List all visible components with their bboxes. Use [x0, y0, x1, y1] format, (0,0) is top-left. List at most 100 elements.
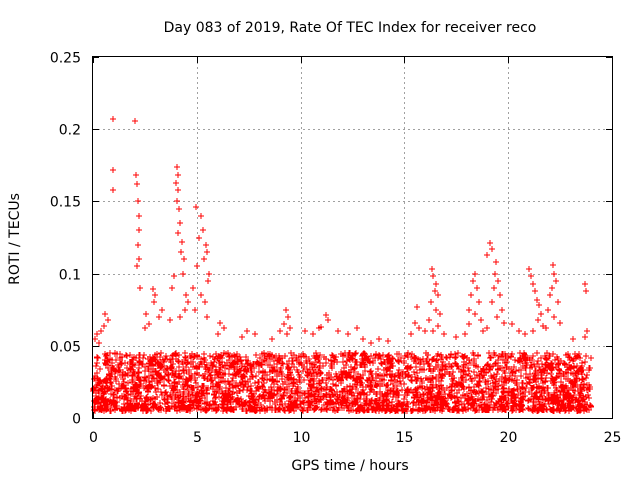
data-point-dense: [102, 389, 108, 395]
data-point-dense: [386, 356, 392, 362]
data-point-dense: [576, 368, 582, 374]
data-point: [530, 328, 536, 334]
data-point-dense: [156, 407, 162, 413]
data-point-dense: [154, 351, 160, 357]
data-point: [453, 334, 459, 340]
data-point-dense: [226, 357, 232, 363]
data-point-dense: [195, 384, 201, 390]
data-point-dense: [506, 386, 512, 392]
data-point: [416, 325, 422, 331]
data-point: [202, 299, 208, 305]
data-point-dense: [512, 394, 518, 400]
x-tick-label: 5: [193, 430, 202, 446]
data-point-dense: [168, 365, 174, 371]
data-point-dense: [214, 372, 220, 378]
data-point-dense: [556, 407, 562, 413]
data-point-dense: [353, 350, 359, 356]
data-point-dense: [557, 408, 563, 414]
data-point: [550, 262, 556, 268]
data-point-dense: [501, 389, 507, 395]
data-point-dense: [433, 376, 439, 382]
data-point-dense: [518, 401, 524, 407]
data-point: [535, 317, 541, 323]
data-point-dense: [395, 372, 401, 378]
data-point: [152, 292, 158, 298]
data-point-dense: [387, 371, 393, 377]
data-point: [432, 288, 438, 294]
data-point-dense: [255, 379, 261, 385]
data-point-dense: [352, 365, 358, 371]
data-point-dense: [267, 369, 273, 375]
data-point-dense: [253, 352, 259, 358]
data-point-dense: [316, 356, 322, 362]
data-point-dense: [117, 351, 123, 357]
data-point: [200, 227, 206, 233]
data-point-dense: [147, 382, 153, 388]
data-point-dense: [115, 368, 121, 374]
data-point-dense: [97, 366, 103, 372]
data-point-dense: [123, 352, 129, 358]
data-point-dense: [229, 391, 235, 397]
data-point-dense: [390, 381, 396, 387]
data-point: [484, 325, 490, 331]
data-point-dense: [526, 397, 532, 403]
data-point-dense: [180, 394, 186, 400]
data-point-dense: [124, 365, 130, 371]
data-point-dense: [368, 386, 374, 392]
data-point-dense: [273, 353, 279, 359]
data-point-dense: [500, 351, 506, 357]
data-point-dense: [472, 375, 478, 381]
data-point-dense: [330, 377, 336, 383]
data-point-dense: [508, 353, 514, 359]
data-point-dense: [420, 391, 426, 397]
data-point-dense: [448, 352, 454, 358]
data-point-dense: [104, 352, 110, 358]
data-point: [430, 273, 436, 279]
data-point-dense: [381, 377, 387, 383]
data-point-dense: [125, 370, 131, 376]
data-point-dense: [518, 367, 524, 373]
data-point-dense: [484, 362, 490, 368]
data-point: [206, 271, 212, 277]
data-point-dense: [304, 360, 310, 366]
data-point-dense: [580, 376, 586, 382]
data-point-dense: [131, 354, 137, 360]
data-point-dense: [122, 394, 128, 400]
data-point-dense: [112, 406, 118, 412]
data-point-dense: [531, 377, 537, 383]
data-point-dense: [443, 400, 449, 406]
data-point-dense: [296, 372, 302, 378]
data-point-dense: [423, 358, 429, 364]
data-point-dense: [157, 377, 163, 383]
data-point-dense: [508, 405, 514, 411]
data-point-dense: [286, 395, 292, 401]
data-point-dense: [172, 371, 178, 377]
data-point: [183, 292, 189, 298]
data-point-dense: [279, 396, 285, 402]
data-point-dense: [452, 351, 458, 357]
data-point: [522, 331, 528, 337]
data-point-dense: [165, 400, 171, 406]
data-point-dense: [108, 376, 114, 382]
data-point-dense: [373, 398, 379, 404]
data-point-dense: [122, 386, 128, 392]
data-point-dense: [376, 408, 382, 414]
data-point-dense: [345, 405, 351, 411]
data-point-dense: [522, 393, 528, 399]
data-point-dense: [316, 399, 322, 405]
data-point-dense: [293, 405, 299, 411]
data-point-dense: [369, 371, 375, 377]
data-point: [178, 249, 184, 255]
data-point-dense: [561, 397, 567, 403]
data-point-dense: [191, 399, 197, 405]
data-point-dense: [449, 383, 455, 389]
data-point-dense: [131, 406, 137, 412]
data-point-dense: [576, 351, 582, 357]
data-point-dense: [424, 400, 430, 406]
data-point-dense: [191, 385, 197, 391]
data-point-dense: [206, 405, 212, 411]
data-point-dense: [277, 387, 283, 393]
x-tick-label: 10: [293, 430, 311, 446]
data-point-dense: [332, 391, 338, 397]
data-point-dense: [264, 354, 270, 360]
